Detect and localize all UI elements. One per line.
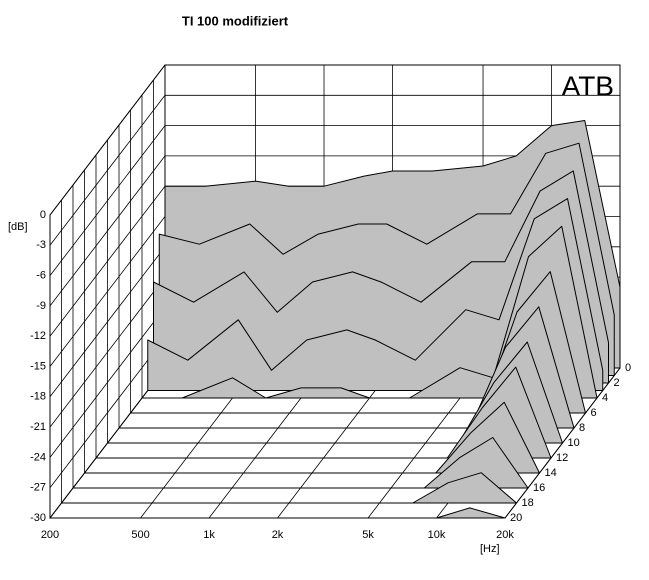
slice [147, 198, 604, 391]
x-tick-label: 2k [272, 529, 284, 541]
x-tick-label: 500 [131, 529, 149, 541]
y-tick-label: -18 [30, 391, 46, 403]
slice [61, 472, 517, 504]
y-tick-label: 0 [40, 209, 46, 221]
y-tick-label: -27 [30, 482, 46, 494]
y-tick-label: -21 [30, 421, 46, 433]
y-tick-label: -3 [36, 239, 46, 251]
badge: ATB [562, 70, 614, 101]
z-tick-label: 18 [522, 497, 534, 509]
z-tick-label: 0 [625, 362, 631, 374]
z-tick-label: 10 [568, 437, 580, 449]
y-axis-label: [dB] [8, 221, 28, 233]
y-tick-label: -15 [30, 360, 46, 372]
chart-title: TI 100 modifiziert [182, 13, 289, 28]
x-axis-label: [Hz] [480, 543, 500, 555]
z-tick-label: 4 [602, 392, 608, 404]
z-tick-label: 16 [533, 482, 545, 494]
z-tick-label: 8 [579, 422, 585, 434]
z-tick-label: 20 [510, 512, 522, 524]
y-tick-label: -9 [36, 300, 46, 312]
slice [49, 507, 506, 519]
z-tick-label: 2 [614, 377, 620, 389]
y-tick-label: -12 [30, 330, 46, 342]
y-tick-label: -24 [30, 451, 46, 463]
z-tick-label: 6 [591, 407, 597, 419]
z-tick-label: 12 [556, 452, 568, 464]
y-tick-label: -6 [36, 270, 46, 282]
x-tick-label: 20k [496, 529, 514, 541]
x-tick-label: 5k [362, 529, 374, 541]
x-tick-label: 200 [41, 529, 59, 541]
z-tick-label: 14 [545, 467, 557, 479]
x-tick-label: 1k [203, 529, 215, 541]
y-tick-label: -30 [30, 512, 46, 524]
x-tick-label: 10k [428, 529, 446, 541]
